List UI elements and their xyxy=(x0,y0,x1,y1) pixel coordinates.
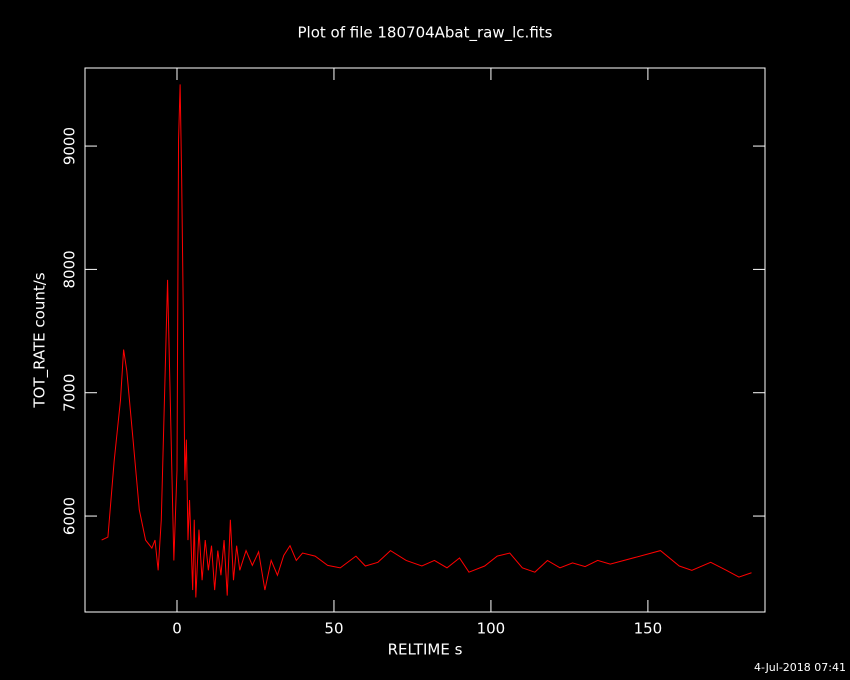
plot-frame xyxy=(84,67,766,613)
y-tick-label: 6000 xyxy=(61,497,79,535)
x-tick-label: 50 xyxy=(324,620,343,638)
y-tick-label: 8000 xyxy=(61,250,79,288)
timestamp: 4-Jul-2018 07:41 xyxy=(754,661,846,674)
x-tick-label: 150 xyxy=(634,620,663,638)
y-tick-label: 7000 xyxy=(61,374,79,412)
x-tick-label: 0 xyxy=(172,620,182,638)
x-tick-label: 100 xyxy=(477,620,506,638)
y-tick-label: 9000 xyxy=(61,127,79,165)
y-axis-label: TOT_RATE count/s xyxy=(31,272,50,408)
x-axis-label: RELTIME s xyxy=(388,641,463,659)
chart-title: Plot of file 180704Abat_raw_lc.fits xyxy=(298,24,553,43)
light-curve xyxy=(101,84,752,598)
